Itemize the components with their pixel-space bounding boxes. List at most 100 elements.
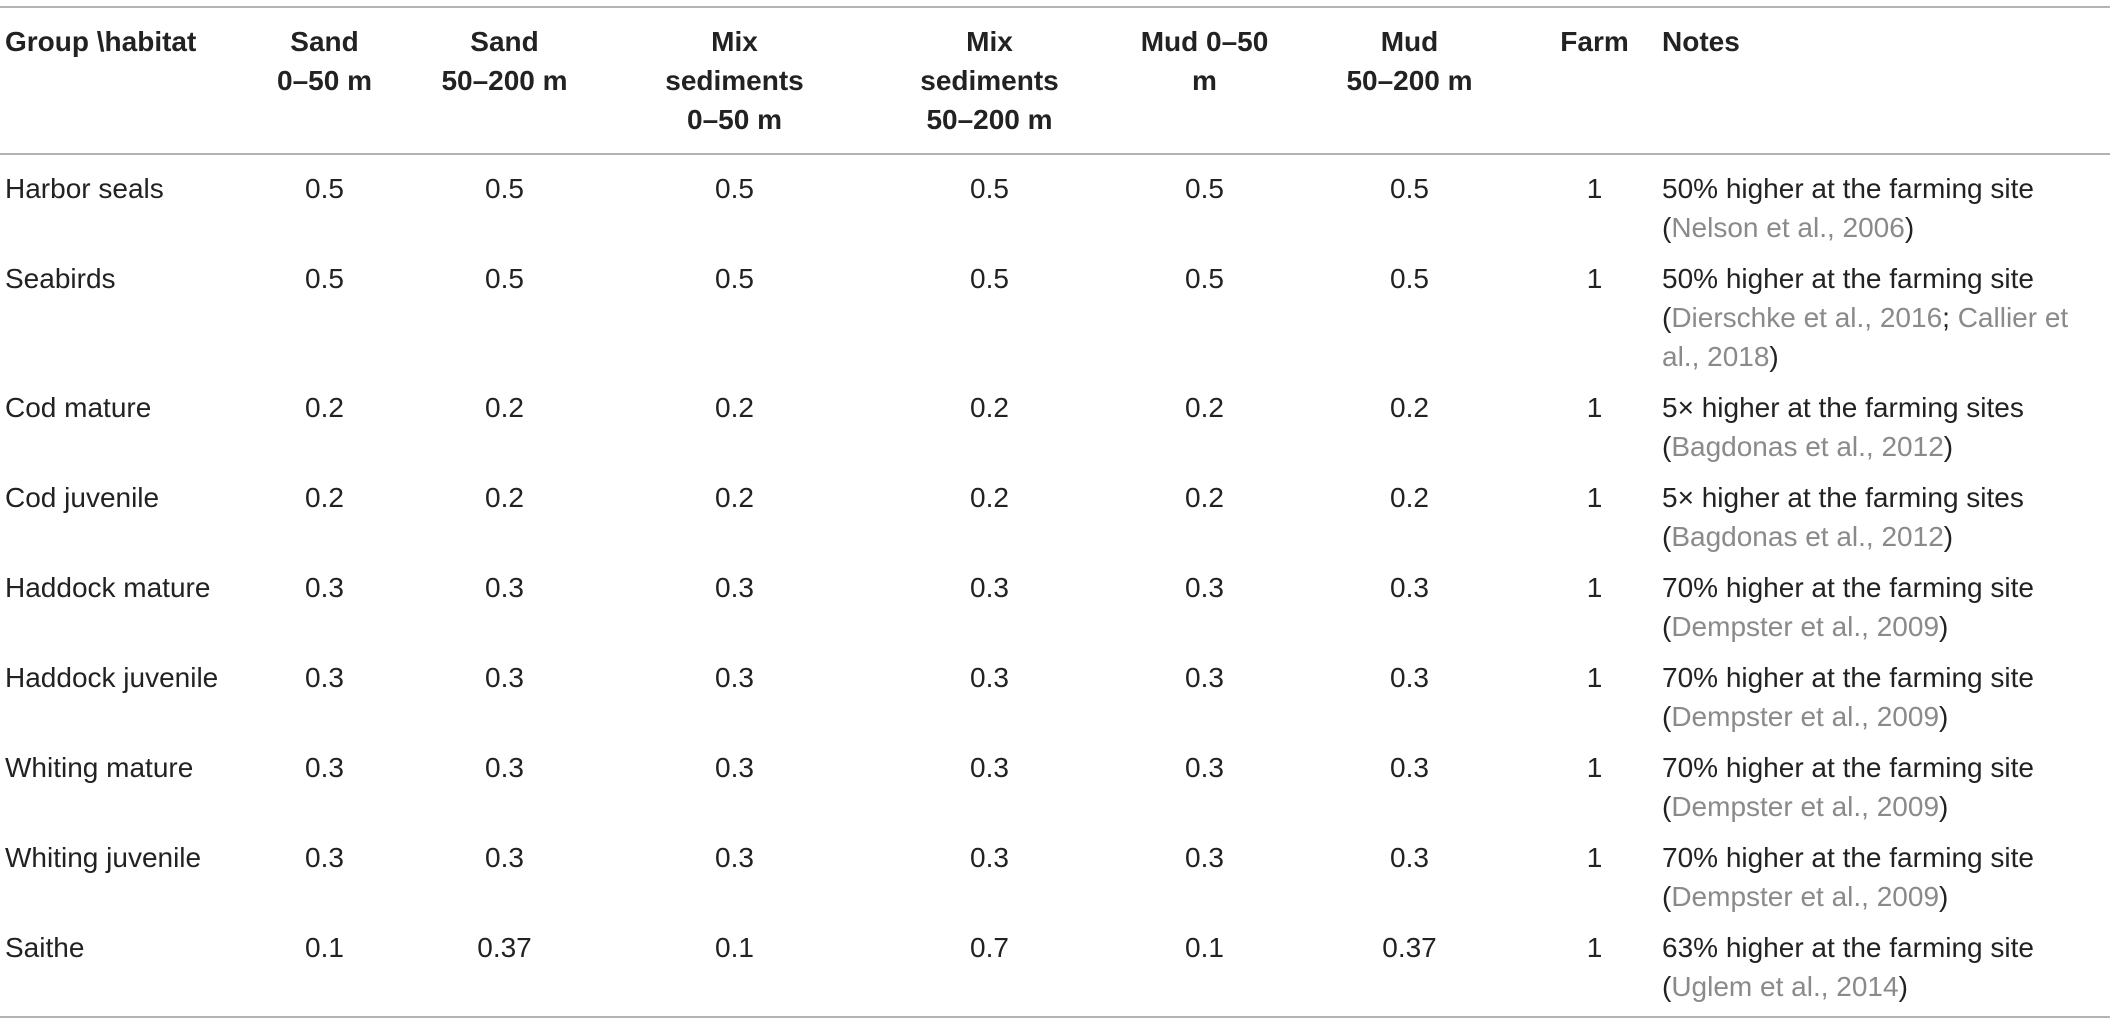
header-mix-0-50: Mix sediments 0–50 m xyxy=(665,26,804,135)
value-cell: 0.3 xyxy=(305,752,344,783)
note-paren-open: ( xyxy=(1662,302,1672,333)
header-mud-0-50: Mud 0–50 m xyxy=(1140,26,1269,96)
citation-link[interactable]: Dempster et al., 2009 xyxy=(1671,881,1940,912)
value-cell: 0.3 xyxy=(715,662,754,693)
citation-link[interactable]: Dempster et al., 2009 xyxy=(1671,791,1940,822)
value-cell: 0.5 xyxy=(485,263,524,294)
note-paren-close: ) xyxy=(1939,881,1949,912)
value-cell: 0.5 xyxy=(1185,263,1224,294)
group-cell: Harbor seals xyxy=(5,173,164,204)
habitat-table: Group \habitat Sand 0–50 m Sand 50–200 m Mix s… xyxy=(0,6,2110,1018)
value-cell: 1 xyxy=(1586,662,1603,693)
note-paren-close: ) xyxy=(1898,971,1908,1002)
value-cell: 0.5 xyxy=(1390,173,1429,204)
group-cell: Cod mature xyxy=(5,392,152,423)
group-cell: Whiting mature xyxy=(5,752,194,783)
value-cell: 0.5 xyxy=(715,263,754,294)
note-paren-close: ) xyxy=(1939,701,1949,732)
value-cell: 0.2 xyxy=(970,392,1009,423)
note-text: 5× higher at the farming sites xyxy=(1662,392,2024,423)
value-cell: 0.3 xyxy=(970,572,1009,603)
value-cell: 0.37 xyxy=(477,932,532,963)
notes-cell: 50% higher at the farming site (Dierschk… xyxy=(1662,259,2110,388)
note-paren-close: ) xyxy=(1769,341,1779,372)
value-cell: 0.3 xyxy=(305,662,344,693)
notes-cell: 5× higher at the farming sites (Bagdonas… xyxy=(1662,388,2110,478)
citation-link[interactable]: Dierschke et al., 2016 xyxy=(1671,302,1943,333)
value-cell: 1 xyxy=(1586,263,1603,294)
citation-link[interactable]: Nelson et al., 2006 xyxy=(1671,212,1905,243)
value-cell: 0.3 xyxy=(485,572,524,603)
header-notes: Notes xyxy=(1662,26,1740,57)
citation-link[interactable]: Bagdonas et al., 2012 xyxy=(1671,521,1944,552)
value-cell: 0.5 xyxy=(485,173,524,204)
value-cell: 0.3 xyxy=(715,842,754,873)
group-cell: Haddock juvenile xyxy=(5,662,219,693)
header-sand-0-50: Sand 0–50 m xyxy=(277,26,372,96)
group-cell: Cod juvenile xyxy=(5,482,160,513)
note-paren-close: ) xyxy=(1943,521,1954,552)
table-row: Whiting juvenile 0.3 0.3 0.3 0.3 0.3 0.3 1 70% h… xyxy=(0,838,2110,928)
citation-link[interactable]: Dempster et al., 2009 xyxy=(1671,701,1940,732)
notes-cell: 70% higher at the farming site (Dempster… xyxy=(1662,838,2110,928)
value-cell: 0.1 xyxy=(1185,932,1224,963)
value-cell: 1 xyxy=(1586,752,1603,783)
citation-separator: ; xyxy=(1942,302,1958,333)
value-cell: 0.3 xyxy=(305,572,344,603)
note-paren-open: ( xyxy=(1662,881,1672,912)
header-row: Group \habitat Sand 0–50 m Sand 50–200 m Mix s… xyxy=(0,7,2110,154)
note-text: 70% higher at the farming site xyxy=(1662,572,2034,603)
table-body: Harbor seals 0.5 0.5 0.5 0.5 0.5 0.5 1 50% highe… xyxy=(0,154,2110,1017)
table-row: Haddock mature 0.3 0.3 0.3 0.3 0.3 0.3 1 70% hig… xyxy=(0,568,2110,658)
table-row: Saithe 0.1 0.37 0.1 0.7 0.1 0.37 1 63% higher at… xyxy=(0,928,2110,1017)
group-cell: Seabirds xyxy=(5,263,116,294)
value-cell: 0.3 xyxy=(1185,572,1224,603)
header-group-habitat: Group \habitat xyxy=(5,26,197,57)
value-cell: 0.2 xyxy=(305,392,344,423)
header-mud-50-200: Mud 50–200 m xyxy=(1346,26,1473,96)
table-row: Seabirds 0.5 0.5 0.5 0.5 0.5 0.5 1 50% higher at… xyxy=(0,259,2110,388)
citation-link[interactable]: Callier et al., 2018 xyxy=(1662,302,2069,372)
value-cell: 0.3 xyxy=(1185,662,1224,693)
note-text: 70% higher at the farming site xyxy=(1662,752,2034,783)
note-paren-open: ( xyxy=(1662,701,1672,732)
notes-cell: 63% higher at the farming site (Uglem et… xyxy=(1662,928,2110,1017)
value-cell: 0.1 xyxy=(305,932,344,963)
value-cell: 0.3 xyxy=(1390,572,1429,603)
note-paren-close: ) xyxy=(1939,611,1949,642)
citation-link[interactable]: Bagdonas et al., 2012 xyxy=(1671,431,1944,462)
value-cell: 0.2 xyxy=(1390,482,1429,513)
value-cell: 0.3 xyxy=(970,752,1009,783)
value-cell: 0.5 xyxy=(1185,173,1224,204)
value-cell: 0.3 xyxy=(485,662,524,693)
note-paren-open: ( xyxy=(1662,212,1672,243)
value-cell: 1 xyxy=(1586,392,1603,423)
value-cell: 0.5 xyxy=(305,263,344,294)
value-cell: 0.2 xyxy=(1185,392,1224,423)
citation-link[interactable]: Uglem et al., 2014 xyxy=(1671,971,1899,1002)
notes-cell: 5× higher at the farming sites (Bagdonas… xyxy=(1662,478,2110,568)
note-paren-open: ( xyxy=(1662,791,1672,822)
value-cell: 0.3 xyxy=(715,752,754,783)
value-cell: 1 xyxy=(1586,482,1603,513)
value-cell: 0.3 xyxy=(1390,842,1429,873)
note-text: 50% higher at the farming site xyxy=(1662,173,2034,204)
notes-cell: 50% higher at the farming site (Nelson e… xyxy=(1662,154,2110,259)
value-cell: 0.3 xyxy=(970,842,1009,873)
header-mix-50-200: Mix sediments 50–200 m xyxy=(920,26,1059,135)
value-cell: 0.3 xyxy=(1185,752,1224,783)
note-paren-open: ( xyxy=(1662,431,1672,462)
note-paren-close: ) xyxy=(1943,431,1954,462)
note-text: 63% higher at the farming site xyxy=(1662,932,2034,963)
value-cell: 0.3 xyxy=(1390,662,1429,693)
value-cell: 0.3 xyxy=(970,662,1009,693)
value-cell: 0.5 xyxy=(970,263,1009,294)
value-cell: 0.2 xyxy=(305,482,344,513)
value-cell: 0.5 xyxy=(970,173,1009,204)
value-cell: 0.2 xyxy=(485,392,524,423)
value-cell: 1 xyxy=(1586,932,1603,963)
value-cell: 0.2 xyxy=(970,482,1009,513)
citation-link[interactable]: Dempster et al., 2009 xyxy=(1671,611,1940,642)
table-row: Whiting mature 0.3 0.3 0.3 0.3 0.3 0.3 1 70% hig… xyxy=(0,748,2110,838)
value-cell: 0.5 xyxy=(305,173,344,204)
